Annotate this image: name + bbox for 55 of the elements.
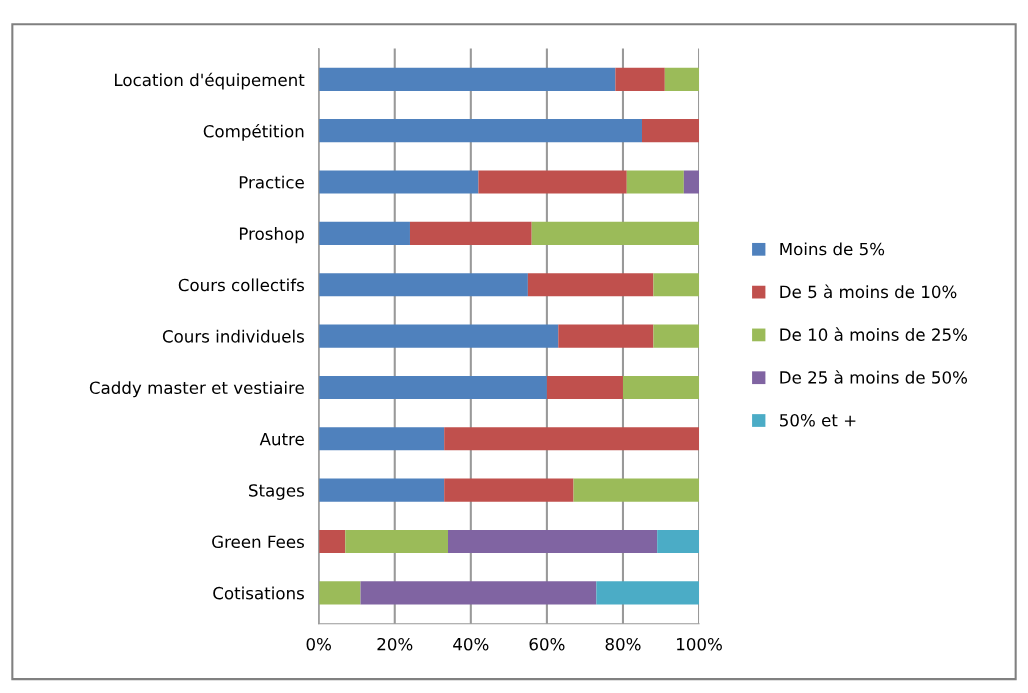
bar [345,529,448,554]
y-tick-label: Proshop [239,227,304,244]
bar [573,478,700,502]
bar [596,581,700,605]
bar [653,273,700,297]
bar [448,529,658,554]
bar [318,67,616,91]
bar [653,324,700,348]
y-tick-label: Cotisations [213,586,304,600]
bar [527,273,654,297]
bar [318,529,346,554]
x-tick-label: 20% [377,637,413,651]
bar [318,478,445,502]
y-tick-label: Stages [249,484,304,500]
x-tick-label: 100% [677,637,722,651]
y-tick-label: Location d'équipement [115,72,305,90]
legend-label: De 25 à moins de 50% [780,370,968,384]
legend-label: De 5 à moins de 10% [780,284,957,299]
bar [657,529,700,554]
y-tick-label: Autre [259,433,304,446]
x-tick-label: 0% [306,637,331,651]
bar [318,581,361,605]
bar [318,273,528,297]
y-tick-label: Cours individuels [162,329,304,343]
y-tick-label: Caddy master et vestiaire [89,381,304,398]
y-tick-label: Compétition [203,124,304,141]
bar [664,67,700,91]
bar [444,427,700,451]
y-tick-label: Cours collectifs [178,278,304,292]
x-tick-label: 40% [453,637,489,651]
x-tick-label: 80% [605,637,641,651]
legend-label: Moins de 5% [780,242,885,256]
bar [531,221,700,245]
bar [558,324,654,348]
bar [360,581,597,605]
bar [409,221,532,245]
bar [318,375,547,400]
bar [478,170,627,194]
bar [683,170,700,194]
bar [546,375,623,400]
x-tick-label: 60% [529,637,565,651]
legend-label: De 10 à moins de 25% [780,327,968,341]
bar [318,427,445,451]
bar [318,170,479,194]
bar [615,67,665,91]
bar [626,170,684,194]
bar [318,324,559,348]
bar [318,221,410,245]
bar [318,119,642,143]
bar [622,375,700,400]
y-tick-label: Practice [239,175,304,189]
bar [641,119,700,143]
y-tick-label: Green Fees [212,535,304,549]
legend-label: 50% et + [780,413,856,427]
bar [444,478,574,502]
